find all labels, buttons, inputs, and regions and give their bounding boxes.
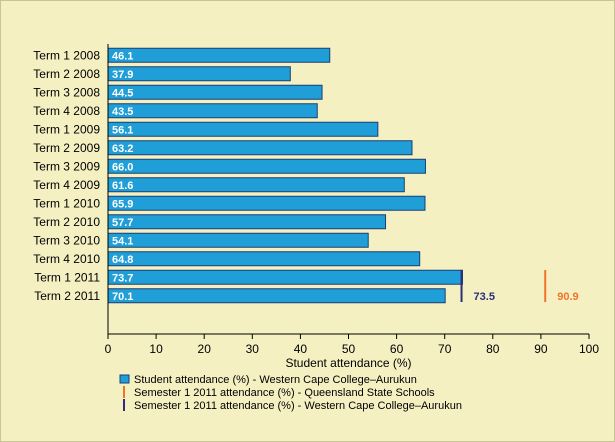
data-label: 64.8 [112, 254, 133, 266]
bar [107, 177, 405, 193]
data-label: 66.0 [112, 161, 133, 173]
bar [107, 214, 387, 230]
data-label: 70.1 [112, 291, 133, 303]
data-label: 61.6 [112, 180, 133, 192]
bar [107, 121, 379, 137]
bar [107, 269, 463, 285]
legend: Student attendance (%) - Western Cape Co… [119, 374, 462, 412]
y-tick-label: Term 3 2009 [33, 159, 100, 173]
x-tick-label: 80 [486, 342, 500, 356]
bar [107, 232, 369, 248]
x-tick-label: 10 [149, 342, 163, 356]
data-label: 43.5 [112, 106, 133, 118]
data-label: 44.5 [112, 87, 133, 99]
data-label: 57.7 [112, 217, 133, 229]
y-tick-label: Term 3 2008 [33, 85, 100, 99]
x-tick-label: 30 [246, 342, 260, 356]
y-tick-label: Term 2 2009 [33, 141, 100, 155]
data-label: 73.7 [112, 272, 133, 284]
x-tick-label: 70 [438, 342, 452, 356]
legend-swatch-qld-state-schools [123, 386, 125, 398]
legend-label-qld-state-schools: Semester 1 2011 attendance (%) - Queensl… [134, 387, 435, 399]
bar [107, 195, 426, 211]
bar [107, 66, 291, 82]
reference-line-label: 73.5 [474, 291, 495, 303]
x-tick-label: 100 [579, 342, 599, 356]
data-label: 56.1 [112, 124, 133, 136]
x-tick-label: 50 [342, 342, 356, 356]
data-label: 65.9 [112, 198, 133, 210]
y-tick-label: Term 1 2008 [33, 48, 100, 62]
y-tick-label: Term 1 2010 [33, 196, 100, 210]
x-tick-label: 0 [105, 342, 112, 356]
bar [107, 103, 318, 119]
y-tick-label: Term 4 2009 [33, 178, 100, 192]
reference-line-label: 90.9 [557, 291, 578, 303]
bar [107, 140, 413, 156]
y-tick-label: Term 4 2010 [33, 252, 100, 266]
bar [107, 288, 446, 304]
bar [107, 251, 421, 267]
data-label: 37.9 [112, 69, 133, 81]
legend-swatch-student-attendance [119, 374, 130, 384]
legend-label-student-attendance: Student attendance (%) - Western Cape Co… [134, 374, 417, 386]
data-label: 46.1 [112, 50, 133, 62]
x-tick-label: 90 [534, 342, 548, 356]
x-axis-title: Student attendance (%) [285, 356, 411, 370]
data-label: 63.2 [112, 143, 133, 155]
x-tick-label: 40 [294, 342, 308, 356]
y-tick-label: Term 4 2008 [33, 104, 100, 118]
y-tick-label: Term 2 2008 [33, 67, 100, 81]
y-tick-label: Term 1 2011 [34, 270, 100, 284]
y-tick-label: Term 2 2010 [33, 215, 100, 229]
data-label: 54.1 [112, 235, 133, 247]
bar [107, 84, 323, 100]
legend-label-wcc-semester: Semester 1 2011 attendance (%) - Western… [134, 400, 462, 412]
bar [107, 158, 426, 174]
x-tick-label: 60 [390, 342, 404, 356]
x-tick-label: 20 [198, 342, 212, 356]
y-tick-label: Term 3 2010 [33, 233, 100, 247]
y-tick-label: Term 2 2011 [34, 289, 100, 303]
bar [107, 47, 331, 63]
y-tick-label: Term 1 2009 [33, 122, 100, 136]
legend-swatch-wcc-semester [123, 399, 125, 411]
